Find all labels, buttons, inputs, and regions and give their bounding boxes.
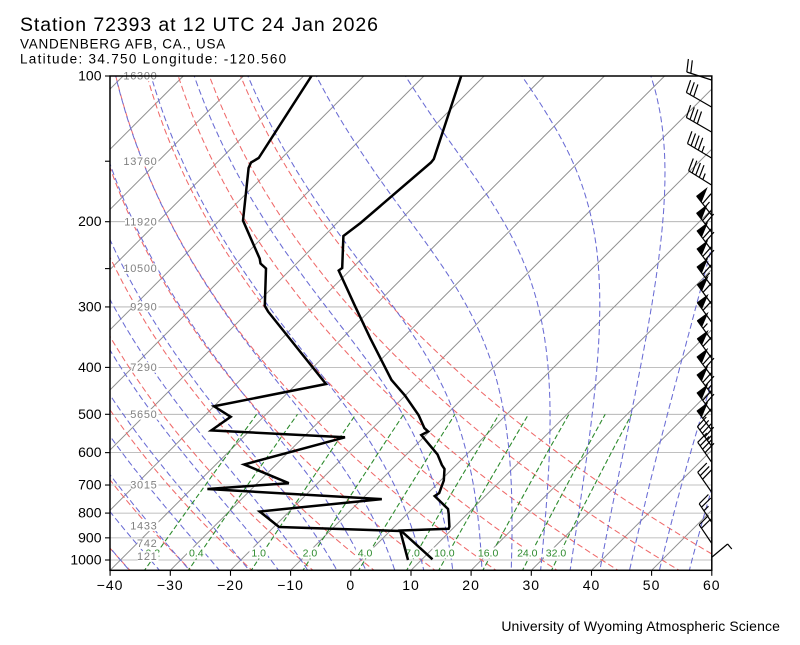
svg-text:300: 300 bbox=[78, 298, 102, 314]
svg-text:800: 800 bbox=[78, 505, 102, 521]
svg-text:11920: 11920 bbox=[124, 216, 157, 228]
svg-text:30: 30 bbox=[523, 577, 541, 593]
svg-text:0: 0 bbox=[346, 577, 355, 593]
svg-text:742: 742 bbox=[137, 538, 157, 550]
svg-text:13760: 13760 bbox=[123, 156, 157, 168]
svg-text:University of Wyoming Atmosphe: University of Wyoming Atmospheric Scienc… bbox=[501, 618, 780, 634]
svg-text:600: 600 bbox=[78, 444, 102, 460]
svg-text:1.0: 1.0 bbox=[251, 548, 266, 560]
svg-text:10500: 10500 bbox=[123, 263, 157, 275]
svg-text:4.0: 4.0 bbox=[358, 548, 373, 560]
svg-text:50: 50 bbox=[643, 577, 661, 593]
svg-text:60: 60 bbox=[703, 577, 721, 593]
svg-text:5650: 5650 bbox=[130, 409, 157, 421]
svg-text:2.0: 2.0 bbox=[303, 548, 318, 560]
svg-text:16.0: 16.0 bbox=[478, 548, 499, 560]
svg-text:10.0: 10.0 bbox=[434, 548, 455, 560]
svg-text:Latitude: 34.750 Longitude: -1: Latitude: 34.750 Longitude: -120.560 bbox=[20, 52, 288, 67]
svg-text:0.4: 0.4 bbox=[189, 548, 204, 560]
svg-text:400: 400 bbox=[78, 359, 102, 375]
svg-text:−10: −10 bbox=[277, 577, 304, 593]
svg-text:−30: −30 bbox=[157, 577, 184, 593]
svg-text:100: 100 bbox=[78, 68, 102, 84]
svg-text:700: 700 bbox=[78, 477, 102, 493]
svg-text:9290: 9290 bbox=[130, 302, 157, 314]
svg-text:−40: −40 bbox=[97, 577, 124, 593]
svg-text:VANDENBERG AFB, CA., USA: VANDENBERG AFB, CA., USA bbox=[20, 37, 226, 52]
svg-text:32.0: 32.0 bbox=[546, 548, 567, 560]
svg-text:1000: 1000 bbox=[70, 552, 101, 568]
svg-text:Station 72393 at 12 UTC 24 Jan: Station 72393 at 12 UTC 24 Jan 2026 bbox=[20, 14, 379, 36]
svg-text:3015: 3015 bbox=[130, 480, 157, 492]
svg-text:900: 900 bbox=[78, 529, 102, 545]
svg-text:−20: −20 bbox=[217, 577, 244, 593]
svg-text:7290: 7290 bbox=[130, 362, 157, 374]
svg-text:200: 200 bbox=[78, 213, 102, 229]
svg-text:24.0: 24.0 bbox=[517, 548, 538, 560]
svg-text:121: 121 bbox=[137, 551, 157, 563]
svg-text:1433: 1433 bbox=[130, 520, 157, 532]
svg-text:500: 500 bbox=[78, 406, 102, 422]
svg-text:10: 10 bbox=[402, 577, 420, 593]
svg-text:20: 20 bbox=[462, 577, 480, 593]
svg-text:40: 40 bbox=[583, 577, 601, 593]
